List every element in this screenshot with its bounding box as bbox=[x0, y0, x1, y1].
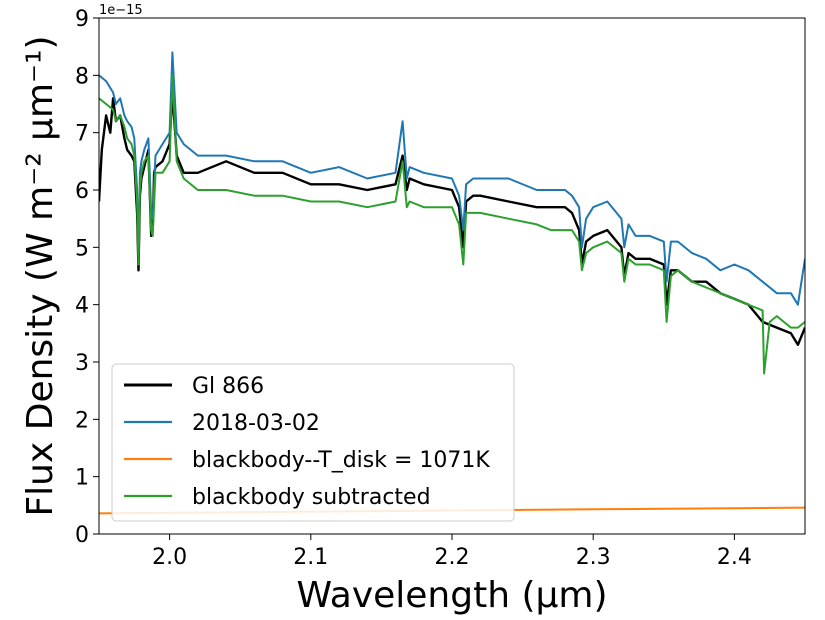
y-tick-label: 0 bbox=[75, 523, 89, 548]
y-tick-label: 9 bbox=[75, 7, 89, 32]
legend-label: blackbody subtracted bbox=[192, 485, 431, 510]
y-tick-label: 5 bbox=[75, 236, 89, 261]
x-tick-label: 2.0 bbox=[152, 545, 187, 570]
x-axis-title: Wavelength (μm) bbox=[296, 575, 607, 616]
series-line-1 bbox=[99, 51, 805, 306]
y-tick-label: 1 bbox=[75, 466, 89, 491]
legend: Gl 866 2018-03-02 blackbody--T_disk = 1071… bbox=[111, 363, 515, 522]
y-tick-label: 3 bbox=[75, 351, 89, 376]
y-tick-label: 8 bbox=[75, 64, 89, 89]
x-tick-label: 2.1 bbox=[293, 545, 328, 570]
x-tick-label: 2.2 bbox=[435, 545, 470, 570]
y-axis-title: Flux Density (W m⁻² μm⁻¹) bbox=[20, 35, 61, 516]
legend-label: Gl 866 bbox=[192, 374, 264, 399]
y-tick-label: 7 bbox=[75, 122, 89, 147]
legend-label: blackbody--T_disk = 1071K bbox=[192, 448, 490, 473]
series-line-0 bbox=[99, 91, 805, 346]
y-offset-label: 1e−15 bbox=[99, 3, 143, 18]
y-tick-label: 4 bbox=[75, 294, 89, 319]
series-line-3 bbox=[99, 74, 805, 375]
x-tick-label: 2.3 bbox=[576, 545, 611, 570]
legend-label: 2018-03-02 bbox=[192, 411, 320, 436]
ticks-layer: 2.0 2.1 2.2 2.3 2.4 0 1 2 3 4 5 6 7 8 9 bbox=[75, 7, 752, 570]
y-tick-label: 6 bbox=[75, 179, 89, 204]
x-tick-label: 2.4 bbox=[717, 545, 752, 570]
legend-box bbox=[111, 363, 515, 522]
y-tick-label: 2 bbox=[75, 408, 89, 433]
